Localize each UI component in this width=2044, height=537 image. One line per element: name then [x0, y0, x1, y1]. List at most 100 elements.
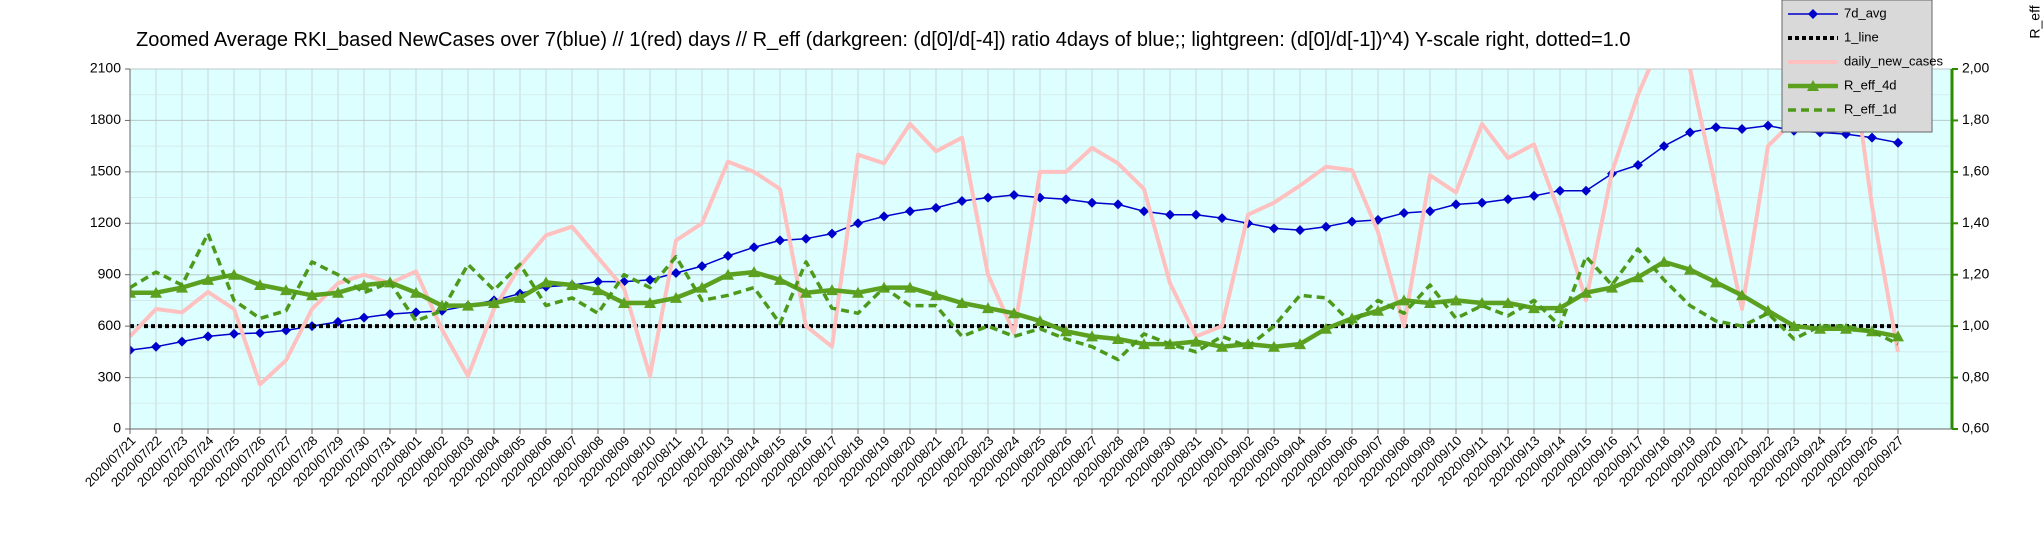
triangle-marker: [1320, 322, 1332, 334]
triangle-marker: [1892, 330, 1904, 342]
triangle-marker: [1450, 294, 1462, 306]
diamond-marker: [1269, 223, 1279, 234]
triangle-marker: [774, 273, 786, 285]
diamond-marker: [775, 235, 785, 246]
triangle-marker: [1840, 322, 1852, 334]
diamond-marker: [1347, 216, 1357, 227]
triangle-marker: [1814, 322, 1826, 334]
triangle-marker: [1502, 297, 1514, 308]
legend-label: daily_new_cases: [1844, 53, 1944, 68]
triangle-marker: [1580, 286, 1592, 298]
diamond-marker: [983, 192, 993, 203]
diamond-marker: [905, 206, 915, 217]
triangle-marker: [130, 286, 136, 298]
series-line: [130, 231, 1899, 362]
diamond-marker: [1399, 208, 1409, 218]
triangle-marker: [748, 266, 760, 278]
diamond-marker: [1217, 213, 1227, 224]
triangle-marker: [1372, 304, 1384, 316]
legend-label: 1_line: [1844, 29, 1879, 44]
triangle-marker: [280, 284, 292, 296]
triangle-marker: [332, 286, 344, 298]
y-tick-label: 0: [113, 420, 121, 436]
triangle-marker: [1138, 338, 1150, 350]
diamond-marker: [1451, 199, 1461, 210]
triangle-marker: [696, 281, 708, 293]
triangle-marker: [592, 284, 604, 296]
triangle-marker: [1060, 325, 1072, 337]
y2-axis-label: R_eff: [2027, 5, 2043, 38]
triangle-marker: [1424, 297, 1436, 308]
diamond-marker: [1477, 197, 1487, 208]
diamond-marker: [1165, 209, 1175, 220]
y-tick-label: 1500: [90, 163, 121, 179]
diamond-marker: [801, 233, 811, 244]
triangle-marker: [566, 279, 578, 290]
triangle-marker: [1294, 338, 1306, 350]
y2-tick-label: 1,60: [1962, 163, 1989, 179]
triangle-marker: [982, 302, 994, 314]
y2-tick-label: 1,00: [1962, 317, 1989, 333]
triangle-marker: [1658, 255, 1670, 267]
y-tick-label: 2100: [90, 60, 121, 76]
series-layer: [130, 69, 1904, 387]
diamond-marker: [1321, 221, 1331, 232]
diamond-marker: [1087, 197, 1097, 208]
y-tick-label: 1800: [90, 111, 121, 127]
diamond-marker: [879, 211, 889, 222]
triangle-marker: [1710, 276, 1722, 288]
diamond-marker: [749, 242, 759, 253]
triangle-marker: [462, 299, 474, 311]
diamond-marker: [1893, 137, 1903, 148]
diamond-marker: [130, 345, 135, 356]
diamond-marker: [827, 228, 837, 239]
triangle-marker: [930, 289, 942, 301]
triangle-marker: [488, 297, 500, 308]
diamond-marker: [1139, 206, 1149, 217]
diamond-marker: [1061, 194, 1071, 205]
diamond-marker: [281, 325, 291, 336]
diamond-marker: [1295, 225, 1305, 236]
y-tick-label: 1200: [90, 214, 121, 230]
triangle-marker: [1008, 307, 1020, 319]
triangle-marker: [540, 276, 552, 288]
triangle-marker: [306, 289, 318, 301]
diamond-marker: [723, 250, 733, 261]
triangle-marker: [1268, 340, 1280, 352]
triangle-marker: [1190, 335, 1202, 347]
triangle-marker: [800, 286, 812, 298]
diamond-marker: [1867, 132, 1877, 143]
diamond-marker: [1529, 190, 1539, 201]
diamond-marker: [1191, 209, 1201, 220]
triangle-marker: [1736, 289, 1748, 301]
triangle-marker: [1788, 320, 1800, 332]
diamond-marker: [593, 276, 603, 287]
legend: 7d_avg 1_line daily_new_cases R_eff_4d R_eff…: [1781, 0, 1944, 133]
y-tick-label: 600: [98, 317, 122, 333]
series-line: [130, 69, 1900, 387]
triangle-marker: [1684, 263, 1696, 275]
diamond-marker: [1503, 194, 1513, 205]
diamond-marker: [1808, 9, 1818, 19]
triangle-marker: [1034, 315, 1046, 326]
triangle-marker: [1632, 271, 1644, 283]
triangle-marker: [1807, 80, 1819, 91]
diamond-marker: [1581, 185, 1591, 196]
diamond-marker: [931, 202, 941, 213]
diamond-marker: [1659, 141, 1669, 152]
triangle-marker: [852, 286, 864, 298]
triangle-marker: [618, 297, 630, 308]
y-tick-label: 300: [98, 368, 122, 384]
diamond-marker: [1763, 120, 1773, 131]
triangle-marker: [670, 291, 682, 303]
diamond-marker: [697, 261, 707, 272]
triangle-marker: [1528, 302, 1540, 314]
legend-label: 7d_avg: [1844, 5, 1887, 20]
chart-title: Zoomed Average RKI_based NewCases over 7…: [136, 29, 1630, 51]
diamond-marker: [255, 328, 265, 338]
diamond-marker: [1711, 122, 1721, 133]
triangle-marker: [826, 284, 838, 296]
legend-label: R_eff_1d: [1844, 101, 1897, 116]
triangle-marker: [904, 281, 916, 293]
